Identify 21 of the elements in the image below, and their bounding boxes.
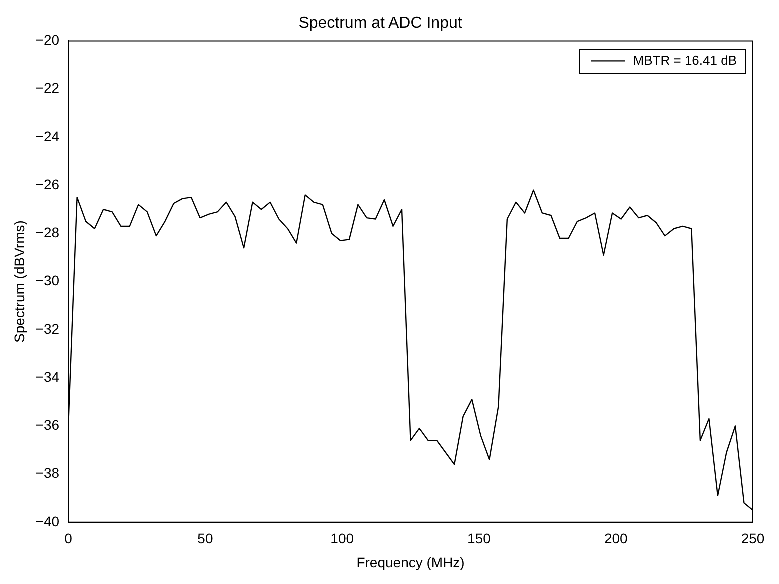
y-tick-label: −24 (36, 128, 60, 144)
y-tick-label: −22 (36, 80, 60, 96)
y-tick-label: −26 (36, 176, 60, 192)
y-axis-title: Spectrum (dBVrms) (11, 220, 28, 343)
y-tick-label: −38 (36, 465, 60, 482)
x-tick-label: 0 (64, 530, 73, 547)
legend-label: MBTR = 16.41 dB (633, 52, 738, 68)
x-tick-label: 50 (198, 530, 214, 547)
y-tick-label: −28 (36, 224, 60, 241)
chart-title: Spectrum at ADC Input (298, 15, 463, 32)
x-axis-title: Frequency (MHz) (356, 554, 465, 570)
x-tick-label: 250 (741, 530, 765, 547)
x-tick-label: 150 (468, 530, 492, 547)
y-tick-label: −32 (36, 320, 60, 337)
x-tick-label: 200 (604, 530, 628, 547)
y-tick-label: −40 (36, 513, 60, 530)
y-tick-label: −34 (36, 368, 60, 385)
y-tick-label: −20 (36, 32, 60, 48)
x-tick-label: 100 (330, 530, 354, 547)
y-tick-label: −36 (36, 417, 60, 434)
y-tick-label: −30 (36, 272, 60, 289)
